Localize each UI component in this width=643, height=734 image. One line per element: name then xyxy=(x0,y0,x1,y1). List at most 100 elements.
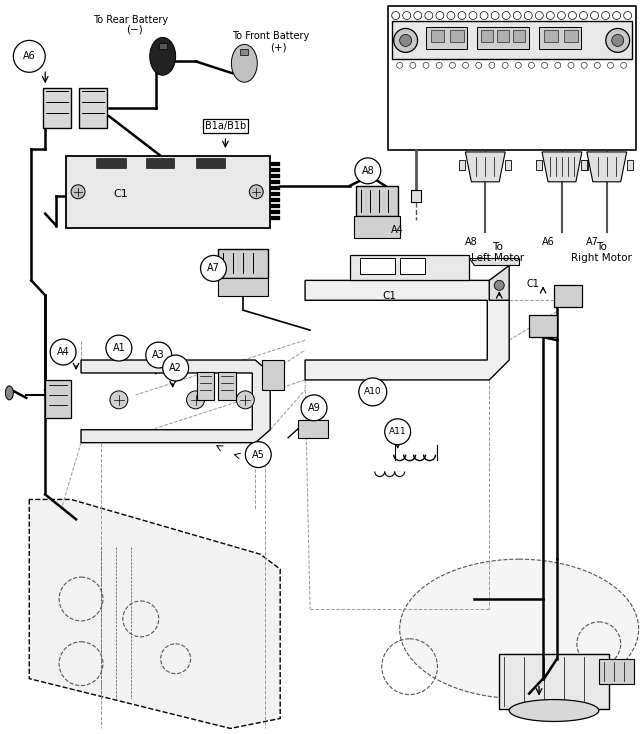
Text: To Rear Battery: To Rear Battery xyxy=(93,15,168,24)
Bar xyxy=(477,27,529,49)
Circle shape xyxy=(163,355,188,381)
Circle shape xyxy=(611,34,624,46)
Bar xyxy=(270,216,280,219)
Bar xyxy=(536,160,542,170)
Text: A5: A5 xyxy=(252,450,265,459)
Bar xyxy=(43,88,71,128)
Bar xyxy=(582,160,588,170)
Bar xyxy=(356,186,397,216)
Bar xyxy=(431,30,444,43)
Text: To: To xyxy=(492,241,503,252)
Text: To: To xyxy=(596,241,607,252)
Bar xyxy=(45,380,71,418)
Bar xyxy=(219,372,237,400)
Circle shape xyxy=(385,419,411,445)
Text: A9: A9 xyxy=(307,403,320,413)
Bar xyxy=(539,27,581,49)
Bar xyxy=(482,30,493,43)
Circle shape xyxy=(355,158,381,184)
Text: C1: C1 xyxy=(114,189,128,199)
Bar xyxy=(96,158,126,168)
Text: (+): (+) xyxy=(270,43,287,52)
Bar xyxy=(270,197,280,202)
Text: A2: A2 xyxy=(169,363,182,373)
Circle shape xyxy=(110,391,128,409)
Bar xyxy=(270,180,280,184)
Bar xyxy=(270,162,280,166)
Ellipse shape xyxy=(400,559,638,699)
Text: A8: A8 xyxy=(361,166,374,176)
Bar xyxy=(388,6,636,150)
Bar xyxy=(219,278,268,297)
Bar xyxy=(159,43,167,49)
Bar xyxy=(564,30,578,43)
Bar xyxy=(581,160,587,170)
Ellipse shape xyxy=(231,44,257,82)
Bar xyxy=(499,654,609,708)
Polygon shape xyxy=(466,152,505,182)
Circle shape xyxy=(606,29,629,52)
Text: A11: A11 xyxy=(389,427,406,436)
Circle shape xyxy=(237,391,254,409)
Circle shape xyxy=(50,339,76,365)
Bar xyxy=(146,158,174,168)
Bar xyxy=(554,286,582,308)
Bar xyxy=(411,190,421,202)
Circle shape xyxy=(106,335,132,361)
Polygon shape xyxy=(489,266,509,300)
Text: A10: A10 xyxy=(364,388,381,396)
Circle shape xyxy=(249,185,263,199)
Polygon shape xyxy=(469,258,519,266)
Circle shape xyxy=(146,342,172,368)
Polygon shape xyxy=(587,152,627,182)
Bar xyxy=(270,204,280,208)
Polygon shape xyxy=(30,499,280,728)
Bar xyxy=(270,186,280,190)
Bar xyxy=(400,258,424,275)
Bar xyxy=(392,21,631,59)
Bar xyxy=(270,192,280,196)
Text: A6: A6 xyxy=(541,236,554,247)
Text: A4: A4 xyxy=(392,225,404,235)
Circle shape xyxy=(301,395,327,421)
Bar xyxy=(262,360,284,390)
Bar xyxy=(426,27,467,49)
Polygon shape xyxy=(542,152,582,182)
Text: C1: C1 xyxy=(527,280,539,289)
Text: B1a/B1b: B1a/B1b xyxy=(204,121,246,131)
Text: (−): (−) xyxy=(127,24,143,34)
Ellipse shape xyxy=(150,37,176,76)
Circle shape xyxy=(394,29,417,52)
Bar xyxy=(350,255,469,280)
Text: A7: A7 xyxy=(207,264,220,274)
Bar xyxy=(544,30,558,43)
Bar xyxy=(505,160,511,170)
Bar xyxy=(497,30,509,43)
Circle shape xyxy=(71,185,85,199)
Ellipse shape xyxy=(5,386,14,400)
Polygon shape xyxy=(305,280,509,380)
Bar xyxy=(459,160,466,170)
Bar xyxy=(354,216,400,238)
Text: C1: C1 xyxy=(383,291,397,301)
Bar xyxy=(270,174,280,178)
Bar xyxy=(270,168,280,172)
Circle shape xyxy=(400,34,412,46)
Circle shape xyxy=(246,442,271,468)
Circle shape xyxy=(14,40,45,72)
Bar xyxy=(66,156,270,228)
Circle shape xyxy=(359,378,386,406)
Bar xyxy=(79,88,107,128)
Text: A1: A1 xyxy=(113,343,125,353)
Bar xyxy=(197,372,215,400)
Text: Left Motor: Left Motor xyxy=(471,253,524,264)
Bar xyxy=(599,658,633,683)
Bar xyxy=(298,420,328,437)
Bar xyxy=(360,258,395,275)
Bar xyxy=(219,249,268,278)
Bar xyxy=(240,49,248,55)
Bar xyxy=(627,160,633,170)
Text: A3: A3 xyxy=(152,350,165,360)
Bar xyxy=(451,30,464,43)
Text: A8: A8 xyxy=(465,236,478,247)
